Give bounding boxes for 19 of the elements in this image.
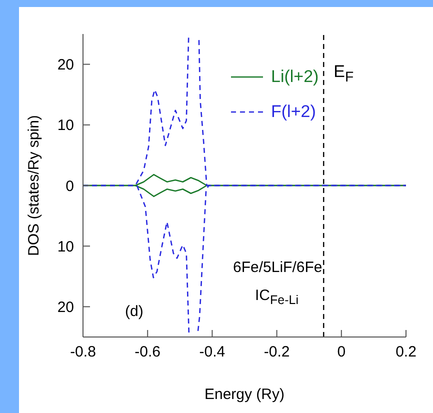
legend-label: F(l+2) bbox=[271, 102, 316, 122]
y-tick-label: 10 bbox=[57, 117, 74, 134]
y-tick-label: 10 bbox=[57, 238, 74, 256]
x-tick-label: -0.8 bbox=[70, 344, 96, 361]
annotation: IC$_{Fe-Li}$ bbox=[255, 287, 298, 307]
x-tick-label: 0 bbox=[337, 344, 346, 361]
y-tick-label: 0 bbox=[66, 178, 74, 195]
annotation: (d) bbox=[125, 303, 144, 320]
x-axis-title: Energy (Ry) bbox=[204, 386, 285, 403]
annotation: 6Fe/5LiF/6Fe bbox=[233, 259, 322, 276]
x-tick-label: -0.6 bbox=[134, 344, 161, 361]
ref-line-label: E$_{F}$ bbox=[334, 62, 354, 86]
y-axis-title: DOS (states/Ry spin) bbox=[25, 115, 42, 256]
x-tick-label: 0.2 bbox=[396, 344, 416, 361]
y-tick-label: 20 bbox=[57, 56, 74, 74]
x-tick-label: -0.2 bbox=[264, 344, 290, 361]
x-tick-label: -0.4 bbox=[199, 344, 226, 361]
legend-label: Li(l+2) bbox=[271, 66, 319, 86]
y-tick-label: 20 bbox=[57, 299, 74, 316]
